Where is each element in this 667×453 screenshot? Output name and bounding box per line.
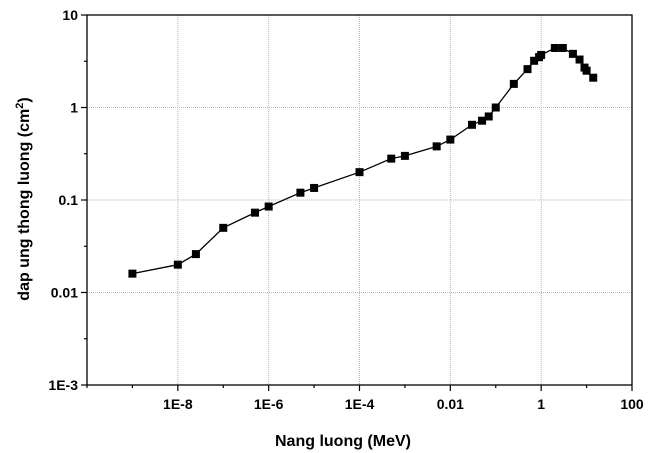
data-point (568, 49, 577, 58)
data-point (589, 73, 598, 82)
y-tick-label: 0.01 (51, 285, 78, 301)
data-point (484, 112, 493, 121)
x-axis-title: Nang luong (MeV) (275, 433, 411, 450)
data-point (173, 260, 182, 269)
data-point (582, 66, 591, 75)
axis-ticks (81, 14, 633, 391)
data-point (219, 223, 228, 232)
data-point (432, 142, 441, 151)
y-tick-label: 0.1 (59, 192, 79, 208)
y-tick-label: 1 (70, 100, 78, 116)
x-tick-label: 0.01 (437, 396, 464, 412)
data-point (191, 250, 200, 259)
y-axis-title-close: ) (16, 97, 33, 102)
data-point (310, 183, 319, 192)
data-point (478, 116, 487, 125)
data-point (387, 154, 396, 163)
data-point (523, 65, 532, 74)
data-point (128, 269, 137, 278)
data-point (530, 56, 539, 65)
x-tick-label: 1 (537, 396, 545, 412)
tick-labels: 1E-8 1E-6 1E-4 0.01 1 100 1E-3 0.01 0.1 1 10 (48, 7, 643, 412)
x-tick-label: 1E-6 (254, 396, 284, 412)
data-point (296, 188, 305, 197)
data-point (400, 151, 409, 160)
y-tick-label: 10 (62, 7, 78, 23)
data-point (355, 168, 364, 177)
data-point (558, 43, 567, 52)
data-point (264, 202, 273, 211)
data-point (509, 79, 518, 88)
data-point (468, 120, 477, 129)
data-point (575, 55, 584, 64)
x-tick-label: 1E-8 (163, 396, 193, 412)
data-point (250, 208, 259, 217)
data-point (446, 135, 455, 144)
series-points (128, 43, 598, 278)
data-point (491, 103, 500, 112)
grid (87, 14, 633, 386)
x-tick-label: 1E-4 (345, 396, 375, 412)
y-axis-title-main: dap ung thong luong (cm (16, 109, 33, 301)
series-polyline (132, 47, 594, 275)
y-tick-label: 1E-3 (48, 377, 78, 393)
series-line (132, 47, 594, 275)
x-tick-label: 100 (620, 396, 644, 412)
y-axis-title-superscript: 2 (14, 103, 26, 109)
data-point (550, 43, 559, 52)
data-point (537, 50, 546, 59)
y-axis-title: dap ung thong luong (cm2) (14, 97, 33, 300)
